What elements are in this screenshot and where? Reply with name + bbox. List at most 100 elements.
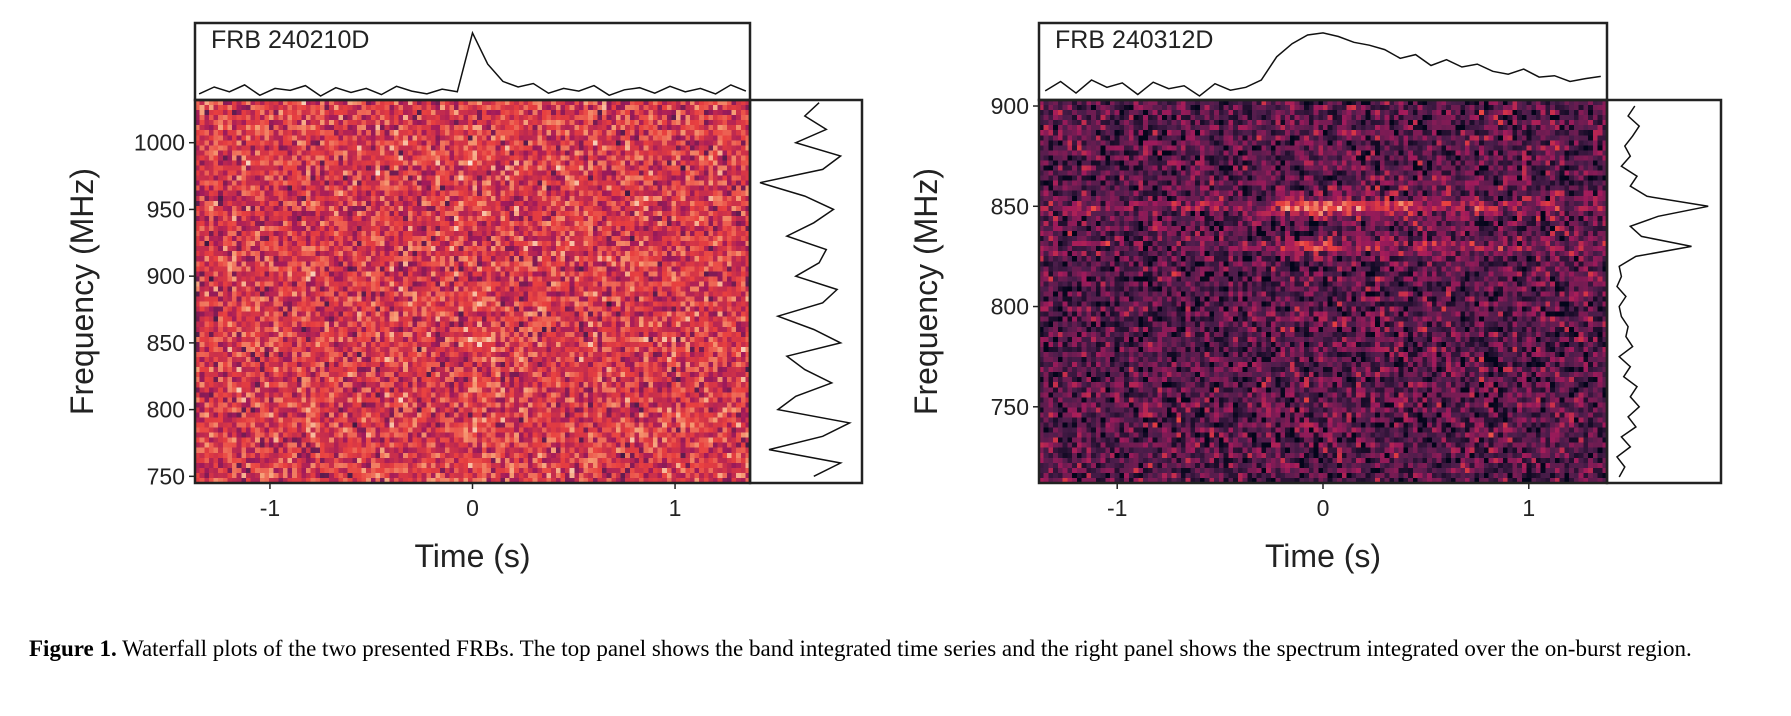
heatmap-cell xyxy=(370,210,376,217)
heatmap-cell xyxy=(504,110,510,116)
heatmap-cell xyxy=(546,120,552,126)
heatmap-cell xyxy=(648,231,654,237)
heatmap-cell xyxy=(241,291,247,297)
heatmap-cell xyxy=(236,296,242,302)
heatmap-cell xyxy=(380,160,386,166)
heatmap-cell xyxy=(315,140,321,146)
heatmap-cell xyxy=(199,271,205,277)
heatmap-cell xyxy=(222,195,228,202)
heatmap-cell xyxy=(657,195,663,202)
heatmap-cell xyxy=(500,110,506,116)
heatmap-cell xyxy=(204,261,210,267)
heatmap-cell xyxy=(745,135,751,141)
heatmap-cell xyxy=(639,271,645,277)
heatmap-cell xyxy=(347,115,353,121)
heatmap-cell xyxy=(532,205,538,212)
heatmap-cell xyxy=(329,286,335,292)
heatmap-cell xyxy=(282,246,288,252)
heatmap-cell xyxy=(546,185,552,192)
heatmap-cell xyxy=(393,271,399,277)
heatmap-cell xyxy=(592,236,598,242)
heatmap-cell xyxy=(500,261,506,267)
heatmap-cell xyxy=(319,256,325,262)
heatmap-cell xyxy=(426,125,432,131)
heatmap-cell xyxy=(620,236,626,242)
heatmap-cell xyxy=(259,241,265,247)
heatmap-cell xyxy=(199,150,205,156)
heatmap-cell xyxy=(310,266,316,272)
heatmap-cell xyxy=(509,115,515,121)
heatmap-cell xyxy=(477,246,483,252)
heatmap-cell xyxy=(555,140,561,146)
heatmap-cell xyxy=(509,110,515,116)
heatmap-cell xyxy=(222,110,228,116)
heatmap-cell xyxy=(347,266,353,272)
heatmap-cell xyxy=(324,220,330,227)
heatmap-cell xyxy=(560,110,566,116)
heatmap-cell xyxy=(273,225,279,232)
heatmap-cell xyxy=(495,100,501,106)
heatmap-cell xyxy=(671,160,677,166)
heatmap-cell xyxy=(245,236,251,242)
heatmap-cell xyxy=(449,165,455,171)
heatmap-cell xyxy=(310,195,316,202)
heatmap-cell xyxy=(435,150,441,156)
heatmap-cell xyxy=(407,120,413,126)
heatmap-cell xyxy=(509,210,515,217)
heatmap-cell xyxy=(241,170,247,176)
heatmap-cell xyxy=(569,215,575,222)
heatmap-cell xyxy=(393,190,399,197)
heatmap-cell xyxy=(578,291,584,297)
heatmap-cell xyxy=(541,200,547,207)
heatmap-cell xyxy=(639,165,645,171)
heatmap-cell xyxy=(588,135,594,141)
heatmap-cell xyxy=(454,195,460,202)
heatmap-cell xyxy=(440,105,446,111)
heatmap-cell xyxy=(264,180,270,187)
heatmap-cell xyxy=(652,246,658,252)
heatmap-cell xyxy=(689,115,695,121)
heatmap-cell xyxy=(250,180,256,187)
heatmap-cell xyxy=(467,266,473,272)
heatmap-cell xyxy=(606,281,612,287)
heatmap-cell xyxy=(227,155,233,161)
heatmap-cell xyxy=(736,170,742,176)
heatmap-cell xyxy=(634,130,640,136)
heatmap-cell xyxy=(375,120,381,126)
heatmap-cell xyxy=(689,155,695,161)
heatmap-cell xyxy=(676,296,682,302)
heatmap-cell xyxy=(680,205,686,212)
heatmap-cell xyxy=(611,215,617,222)
heatmap-cell xyxy=(509,175,515,182)
heatmap-cell xyxy=(731,291,737,297)
heatmap-cell xyxy=(518,160,524,166)
heatmap-cell xyxy=(708,210,714,217)
heatmap-cell xyxy=(343,130,349,136)
heatmap-cell xyxy=(269,236,275,242)
heatmap-cell xyxy=(440,210,446,217)
heatmap-cell xyxy=(722,215,728,222)
heatmap-cell xyxy=(393,261,399,267)
heatmap-cell xyxy=(352,296,358,302)
heatmap-cell xyxy=(463,195,469,202)
heatmap-cell xyxy=(315,135,321,141)
heatmap-cell xyxy=(232,291,238,297)
heatmap-cell xyxy=(606,105,612,111)
heatmap-cell xyxy=(731,115,737,121)
heatmap-cell xyxy=(329,195,335,202)
heatmap-cell xyxy=(477,190,483,197)
heatmap-cell xyxy=(699,115,705,121)
heatmap-cell xyxy=(449,100,455,106)
heatmap-cell xyxy=(491,261,497,267)
heatmap-cell xyxy=(338,271,344,277)
heatmap-cell xyxy=(426,241,432,247)
heatmap-cell xyxy=(726,271,732,277)
heatmap-cell xyxy=(634,125,640,131)
heatmap-cell xyxy=(232,135,238,141)
heatmap-cell xyxy=(292,115,298,121)
heatmap-cell xyxy=(629,291,635,297)
heatmap-cell xyxy=(495,175,501,182)
heatmap-cell xyxy=(509,165,515,171)
heatmap-cell xyxy=(731,190,737,197)
heatmap-cell xyxy=(398,296,404,302)
